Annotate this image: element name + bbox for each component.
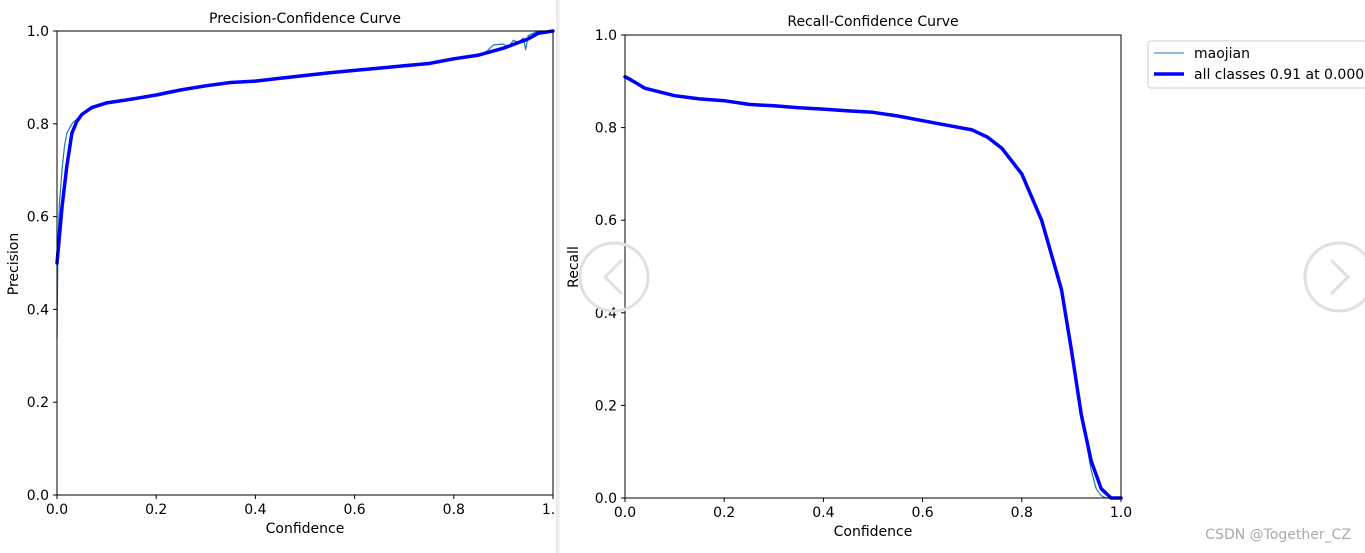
y-tick-label: 0.4 — [27, 302, 49, 318]
x-tick-label: 1.0 — [542, 502, 556, 518]
y-tick-label: 0.0 — [27, 488, 49, 504]
y-tick-label: 1.0 — [27, 24, 49, 40]
series-line-all-classes — [623, 74, 1123, 500]
chevron-left-icon — [578, 241, 650, 313]
x-tick-label: 0.6 — [343, 502, 365, 518]
x-axis-label: Confidence — [834, 524, 913, 540]
y-tick-label: 0.2 — [595, 398, 617, 414]
legend-label-maojian: maojian — [1194, 46, 1250, 62]
axes-frame — [56, 30, 554, 496]
chart-title: Recall-Confidence Curve — [787, 14, 958, 30]
axes-frame — [624, 34, 1122, 499]
recall-confidence-panel: Recall-Confidence Curve 0.0 0.2 0.4 0.6 0.8 1… — [560, 0, 1365, 553]
y-axis-label: Precision — [6, 233, 22, 295]
y-tick-label: 1.0 — [595, 28, 617, 44]
legend: maojian all classes 0.91 at 0.000 — [1147, 40, 1365, 89]
x-tick-label: 0.2 — [145, 502, 167, 518]
y-tick-label: 0.2 — [27, 395, 49, 411]
legend-label-all-classes: all classes 0.91 at 0.000 — [1194, 67, 1364, 83]
x-tick-label: 0.8 — [1011, 505, 1033, 521]
y-axis-label: Recall — [566, 246, 582, 288]
series-line-all-classes — [55, 29, 555, 265]
chart-title: Precision-Confidence Curve — [209, 11, 401, 27]
x-tick-label: 0.6 — [911, 505, 933, 521]
x-tick-label: 0.4 — [812, 505, 834, 521]
y-tick-label: 0.8 — [27, 117, 49, 133]
x-tick-label: 1.0 — [1110, 505, 1132, 521]
panel-divider — [556, 0, 560, 553]
x-tick-label: 0.8 — [443, 502, 465, 518]
legend-box — [1147, 40, 1365, 89]
x-tick-label: 0.0 — [46, 502, 68, 518]
x-axis-label: Confidence — [266, 521, 345, 537]
y-tick-label: 0.6 — [27, 210, 49, 226]
precision-confidence-chart: Precision-Confidence Curve 0.0 0.2 0.4 0.6 0… — [6, 11, 556, 537]
next-slide-button[interactable] — [1302, 240, 1365, 314]
prev-slide-button[interactable] — [577, 240, 651, 314]
precision-confidence-panel: Precision-Confidence Curve 0.0 0.2 0.4 0.6 0… — [0, 0, 556, 553]
x-tick-label: 0.4 — [244, 502, 266, 518]
watermark: CSDN @Together_CZ — [1205, 527, 1351, 543]
x-tick-label: 0.2 — [713, 505, 735, 521]
recall-confidence-chart: Recall-Confidence Curve 0.0 0.2 0.4 0.6 0.8 1… — [566, 14, 1365, 540]
series-line-maojian — [624, 76, 1122, 499]
y-tick-label: 0.6 — [595, 213, 617, 229]
x-tick-label: 0.0 — [614, 505, 636, 521]
y-tick-label: 0.0 — [595, 491, 617, 507]
y-tick-label: 0.8 — [595, 121, 617, 137]
chevron-right-icon — [1303, 241, 1365, 313]
